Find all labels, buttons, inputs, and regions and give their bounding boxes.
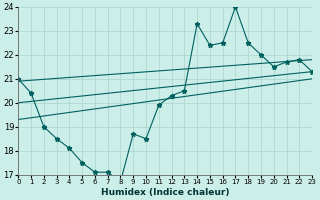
X-axis label: Humidex (Indice chaleur): Humidex (Indice chaleur) (101, 188, 229, 197)
